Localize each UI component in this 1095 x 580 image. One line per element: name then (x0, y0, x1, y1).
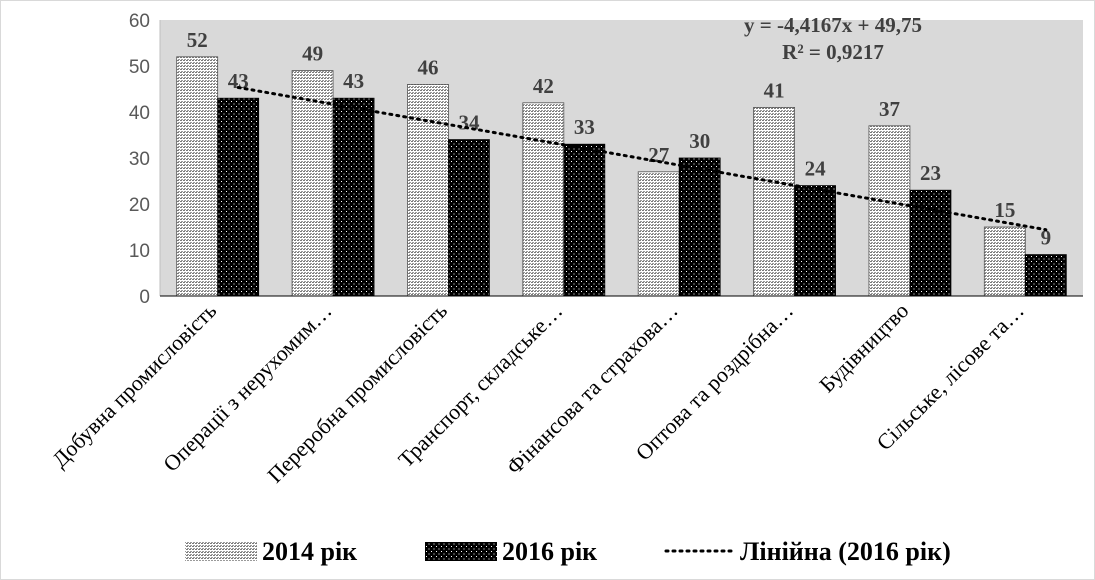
y-tick-label: 40 (129, 103, 150, 124)
legend-label-2016: 2016 рік (502, 537, 597, 566)
data-label: 46 (417, 55, 438, 79)
legend-swatch-2014 (185, 542, 257, 561)
y-axis: 0 10 20 30 40 50 60 (129, 11, 161, 308)
bar-2016 (563, 143, 606, 297)
data-label: 42 (533, 74, 554, 98)
trendline-r-squared: R² = 0,9217 (782, 40, 884, 64)
bar-2016 (1024, 254, 1067, 297)
legend-label-2014: 2014 рік (262, 537, 357, 566)
bar-2014 (637, 171, 680, 297)
data-label: 43 (228, 69, 249, 93)
data-label: 15 (994, 198, 1015, 222)
y-tick-label: 60 (129, 11, 150, 32)
data-label: 9 (1041, 226, 1052, 250)
data-label: 34 (458, 111, 480, 135)
y-tick-label: 20 (129, 195, 150, 216)
bar-2014 (983, 226, 1026, 297)
trendline-equation: y = -4,4167x + 49,75 (744, 13, 922, 37)
legend: 2014 рік 2016 рік Лінійна (2016 рік) (185, 537, 951, 566)
bar-2014 (753, 107, 795, 297)
y-tick-label: 30 (129, 149, 150, 170)
legend-swatch-2016 (425, 542, 497, 561)
data-label: 52 (187, 28, 208, 52)
bar-2016 (678, 157, 721, 297)
data-label: 43 (343, 69, 364, 93)
bar-2014 (176, 56, 219, 297)
bar-2016 (332, 97, 375, 297)
data-label: 33 (574, 115, 595, 139)
y-tick-label: 10 (129, 241, 150, 262)
bar-2016 (217, 97, 260, 297)
bar-2014 (868, 125, 911, 297)
data-label: 41 (764, 78, 785, 102)
data-label: 30 (689, 129, 710, 153)
data-label: 49 (302, 42, 323, 66)
data-label: 23 (920, 161, 941, 185)
bar-2014 (522, 102, 565, 297)
y-tick-label: 0 (139, 287, 150, 308)
bar-2016 (448, 139, 490, 297)
data-label: 37 (879, 97, 900, 121)
legend-label-trendline: Лінійна (2016 рік) (740, 537, 951, 566)
y-tick-label: 50 (129, 57, 150, 78)
data-label: 24 (805, 157, 827, 181)
bar-2014 (407, 84, 449, 297)
bar-2016 (794, 185, 836, 297)
